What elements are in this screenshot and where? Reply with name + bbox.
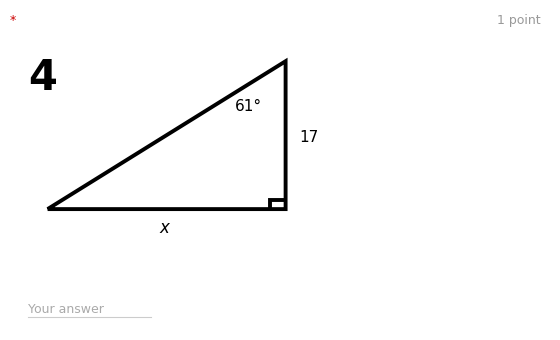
Text: 4: 4	[28, 57, 57, 99]
Text: x: x	[159, 219, 169, 237]
Text: 61°: 61°	[235, 99, 262, 114]
Text: *: *	[10, 14, 16, 27]
Text: 1 point: 1 point	[497, 14, 540, 27]
Text: 17: 17	[300, 130, 319, 145]
Text: Your answer: Your answer	[28, 303, 104, 316]
